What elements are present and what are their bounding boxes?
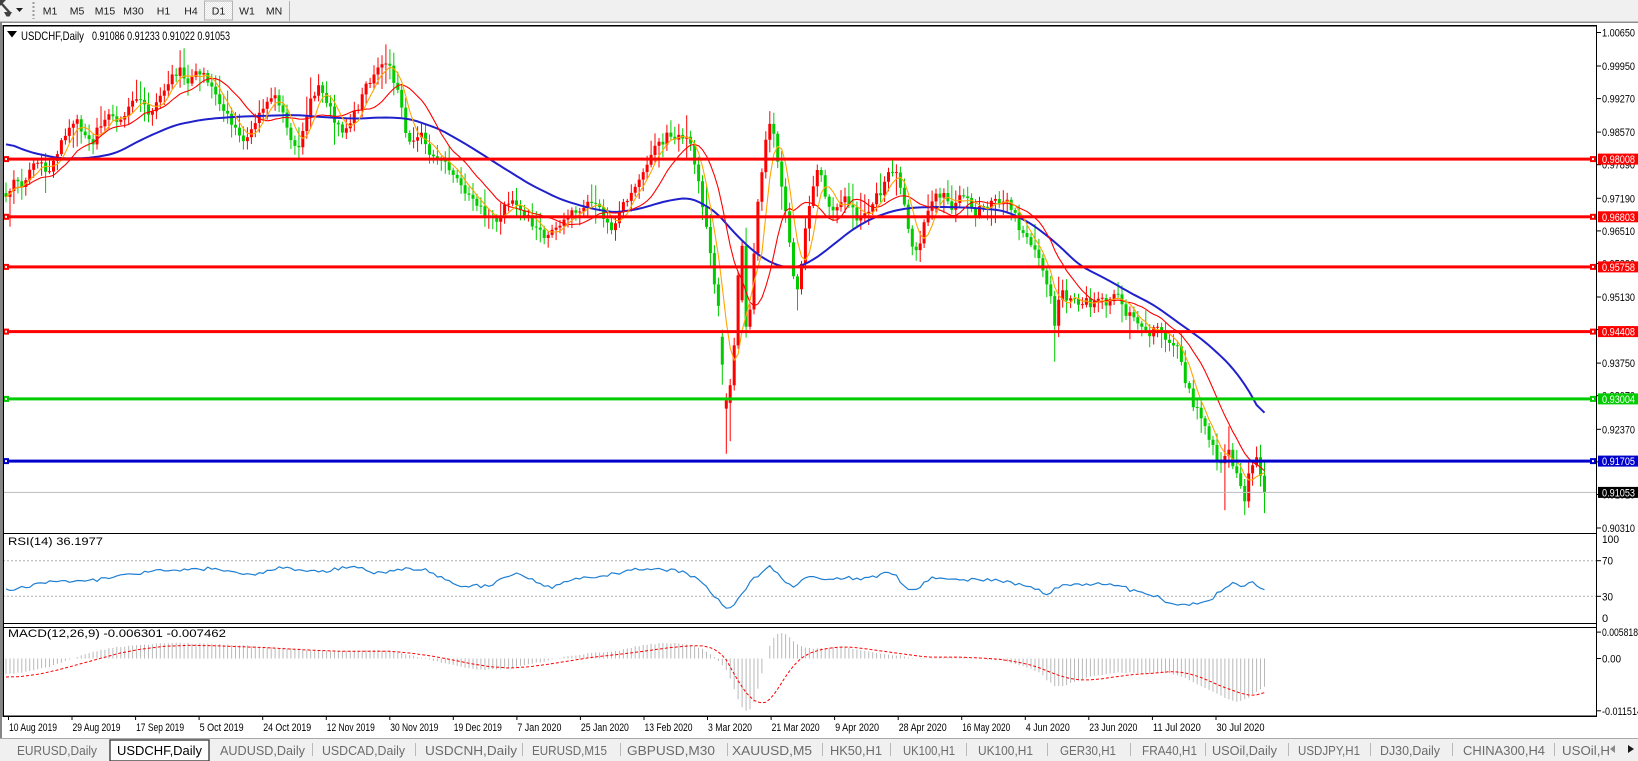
svg-text:RSI(14) 36.1977: RSI(14) 36.1977	[8, 536, 103, 548]
svg-text:H4: H4	[184, 6, 198, 18]
svg-text:0.97190: 0.97190	[1602, 193, 1635, 205]
svg-text:M5: M5	[70, 6, 85, 18]
svg-text:0.91086 0.91233 0.91022 0.9105: 0.91086 0.91233 0.91022 0.91053	[92, 29, 230, 43]
svg-text:USOil,H: USOil,H	[1562, 744, 1610, 758]
svg-text:28 Apr 2020: 28 Apr 2020	[899, 722, 947, 734]
svg-text:7 Jan 2020: 7 Jan 2020	[517, 722, 561, 734]
svg-text:M1: M1	[43, 6, 58, 18]
svg-text:0.93004: 0.93004	[1602, 394, 1635, 406]
svg-text:0.91705: 0.91705	[1602, 456, 1635, 468]
svg-text:0.96803: 0.96803	[1602, 212, 1635, 224]
svg-text:19 Dec 2019: 19 Dec 2019	[454, 722, 502, 734]
svg-text:5 Oct 2019: 5 Oct 2019	[200, 722, 244, 734]
svg-text:29 Aug 2019: 29 Aug 2019	[73, 722, 121, 734]
svg-text:USDCAD,Daily: USDCAD,Daily	[322, 744, 406, 758]
svg-text:DJ30,Daily: DJ30,Daily	[1380, 744, 1441, 758]
svg-text:0.94408: 0.94408	[1602, 327, 1635, 339]
svg-text:M15: M15	[95, 6, 116, 18]
svg-text:0.95758: 0.95758	[1602, 262, 1635, 274]
svg-text:0: 0	[1602, 613, 1608, 625]
svg-text:0.95130: 0.95130	[1602, 292, 1635, 304]
svg-text:25 Jan 2020: 25 Jan 2020	[581, 722, 629, 734]
svg-text:0.90310: 0.90310	[1602, 523, 1635, 535]
svg-text:EURUSD,Daily: EURUSD,Daily	[17, 744, 98, 758]
svg-text:13 Feb 2020: 13 Feb 2020	[645, 722, 693, 734]
svg-text:24 Oct 2019: 24 Oct 2019	[263, 722, 311, 734]
svg-text:D1: D1	[212, 6, 226, 18]
svg-text:USDCHF,Daily: USDCHF,Daily	[117, 744, 203, 758]
svg-text:USDJPY,H1: USDJPY,H1	[1298, 744, 1360, 758]
svg-text:9 Apr 2020: 9 Apr 2020	[835, 722, 879, 734]
svg-text:0.00: 0.00	[1602, 654, 1621, 666]
svg-text:EURUSD,M15: EURUSD,M15	[532, 744, 607, 758]
svg-text:17 Sep 2019: 17 Sep 2019	[136, 722, 184, 734]
svg-text:30: 30	[1602, 591, 1613, 603]
svg-text:MN: MN	[266, 6, 282, 18]
svg-text:23 Jun 2020: 23 Jun 2020	[1089, 722, 1137, 734]
svg-text:USDCHF,Daily: USDCHF,Daily	[21, 29, 84, 43]
svg-text:USOil,Daily: USOil,Daily	[1212, 744, 1278, 758]
svg-text:0.005818: 0.005818	[1602, 627, 1638, 639]
svg-text:GBPUSD,M30: GBPUSD,M30	[627, 744, 715, 758]
svg-text:0.98570: 0.98570	[1602, 127, 1635, 139]
svg-text:30 Nov 2019: 30 Nov 2019	[390, 722, 438, 734]
svg-text:CHINA300,H4: CHINA300,H4	[1463, 744, 1545, 758]
svg-text:USDCNH,Daily: USDCNH,Daily	[425, 744, 518, 758]
svg-text:FRA40,H1: FRA40,H1	[1142, 744, 1197, 758]
svg-text:0.93750: 0.93750	[1602, 358, 1635, 370]
svg-text:12 Nov 2019: 12 Nov 2019	[327, 722, 375, 734]
svg-text:UK100,H1: UK100,H1	[978, 744, 1033, 758]
svg-text:HK50,H1: HK50,H1	[830, 744, 882, 758]
svg-text:0.98008: 0.98008	[1602, 154, 1635, 166]
svg-text:W1: W1	[239, 6, 255, 18]
svg-text:H1: H1	[157, 6, 171, 18]
svg-text:1.00650: 1.00650	[1602, 28, 1635, 40]
svg-text:0.96510: 0.96510	[1602, 226, 1635, 238]
svg-text:21 Mar 2020: 21 Mar 2020	[772, 722, 820, 734]
svg-text:0.91053: 0.91053	[1602, 487, 1635, 499]
svg-text:UK100,H1: UK100,H1	[903, 744, 955, 758]
svg-text:MACD(12,26,9) -0.006301 -0.007: MACD(12,26,9) -0.006301 -0.007462	[8, 628, 226, 640]
svg-text:0.92370: 0.92370	[1602, 424, 1635, 436]
svg-text:100: 100	[1602, 534, 1619, 546]
svg-text:M30: M30	[123, 6, 144, 18]
svg-text:3 Mar 2020: 3 Mar 2020	[708, 722, 752, 734]
svg-text:70: 70	[1602, 556, 1613, 568]
svg-text:AUDUSD,Daily: AUDUSD,Daily	[220, 744, 306, 758]
svg-text:10 Aug 2019: 10 Aug 2019	[9, 722, 57, 734]
svg-text:-0.011514: -0.011514	[1602, 706, 1638, 718]
svg-text:4 Jun 2020: 4 Jun 2020	[1026, 722, 1070, 734]
svg-text:0.99270: 0.99270	[1602, 94, 1635, 106]
svg-text:11 Jul 2020: 11 Jul 2020	[1153, 722, 1201, 734]
svg-text:16 May 2020: 16 May 2020	[962, 722, 1010, 734]
svg-text:0.99950: 0.99950	[1602, 61, 1635, 73]
svg-text:XAUUSD,M5: XAUUSD,M5	[732, 744, 812, 758]
svg-text:30 Jul 2020: 30 Jul 2020	[1217, 722, 1265, 734]
svg-text:GER30,H1: GER30,H1	[1060, 744, 1116, 758]
